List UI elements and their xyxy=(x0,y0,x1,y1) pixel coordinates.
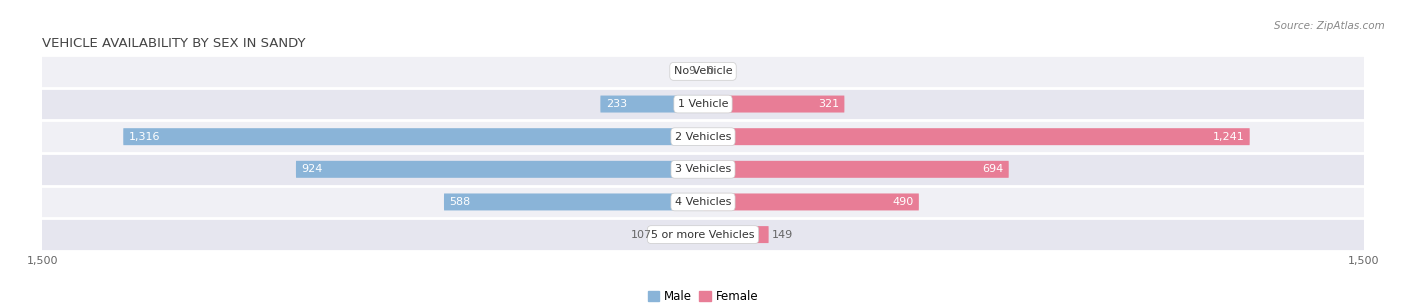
FancyBboxPatch shape xyxy=(699,63,703,80)
FancyBboxPatch shape xyxy=(703,95,845,113)
Text: 1,241: 1,241 xyxy=(1213,132,1244,142)
Text: 9: 9 xyxy=(689,66,696,76)
Text: 924: 924 xyxy=(301,164,322,174)
Text: 149: 149 xyxy=(772,230,793,240)
FancyBboxPatch shape xyxy=(295,161,703,178)
Text: 2 Vehicles: 2 Vehicles xyxy=(675,132,731,142)
Text: 1 Vehicle: 1 Vehicle xyxy=(678,99,728,109)
Bar xyxy=(42,218,1364,251)
Text: Source: ZipAtlas.com: Source: ZipAtlas.com xyxy=(1274,21,1385,32)
Text: 233: 233 xyxy=(606,99,627,109)
Text: 3 Vehicles: 3 Vehicles xyxy=(675,164,731,174)
FancyBboxPatch shape xyxy=(444,193,703,211)
Bar xyxy=(42,153,1364,186)
Text: 5 or more Vehicles: 5 or more Vehicles xyxy=(651,230,755,240)
Text: 4 Vehicles: 4 Vehicles xyxy=(675,197,731,207)
Text: 694: 694 xyxy=(983,164,1004,174)
Text: 321: 321 xyxy=(818,99,839,109)
Text: 0: 0 xyxy=(707,66,713,76)
FancyBboxPatch shape xyxy=(703,161,1008,178)
FancyBboxPatch shape xyxy=(703,226,769,243)
Legend: Male, Female: Male, Female xyxy=(643,285,763,306)
FancyBboxPatch shape xyxy=(124,128,703,145)
Text: 588: 588 xyxy=(450,197,471,207)
Bar xyxy=(42,55,1364,88)
FancyBboxPatch shape xyxy=(703,128,1250,145)
Text: VEHICLE AVAILABILITY BY SEX IN SANDY: VEHICLE AVAILABILITY BY SEX IN SANDY xyxy=(42,37,305,50)
FancyBboxPatch shape xyxy=(703,193,920,211)
FancyBboxPatch shape xyxy=(600,95,703,113)
Text: 1,316: 1,316 xyxy=(128,132,160,142)
Text: 490: 490 xyxy=(893,197,914,207)
Bar xyxy=(42,120,1364,153)
Text: No Vehicle: No Vehicle xyxy=(673,66,733,76)
Text: 107: 107 xyxy=(631,230,652,240)
FancyBboxPatch shape xyxy=(655,226,703,243)
Bar xyxy=(42,186,1364,218)
Bar xyxy=(42,88,1364,120)
